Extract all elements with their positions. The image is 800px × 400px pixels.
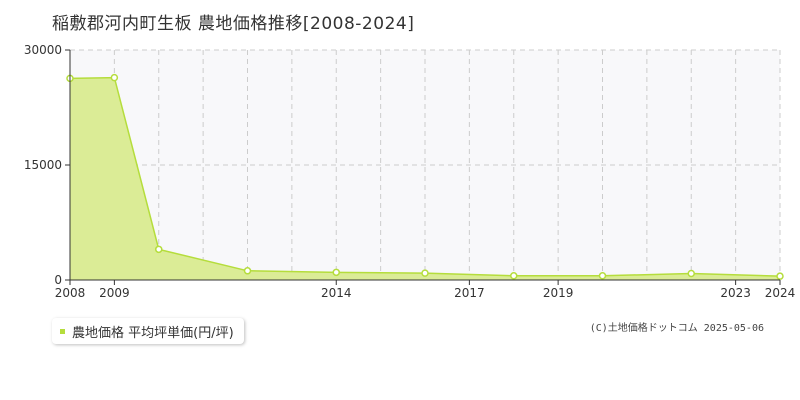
data-point-2016 [421,269,429,277]
data-point-2014 [332,268,340,277]
data-point-2022 [687,269,695,278]
data-point-2012 [243,267,252,275]
x-tick-label-2024: 2024 [765,286,796,300]
legend: 農地価格 平均坪単価(円/坪) [52,318,244,344]
x-tick-label-2014: 2014 [321,286,352,300]
y-tick-label-0: 0 [54,273,62,287]
credit-text: (C)土地価格ドットコム 2025-05-06 [589,323,764,334]
data-point-2018 [510,272,518,280]
chart-title: 稲敷郡河内町生板 農地価格推移[2008-2024] [52,14,415,34]
x-tick-label-2009: 2009 [99,286,130,300]
data-point-2024 [776,272,784,280]
y-tick-label-15000: 15000 [24,158,62,172]
x-tick-label-2019: 2019 [543,286,574,300]
x-tick-label-2008: 2008 [55,286,86,300]
x-axis-ticks: 2008 2009 2014 2017 2019 2023 2024 [55,280,796,300]
x-tick-label-2017: 2017 [454,286,485,300]
legend-swatch [60,328,65,334]
y-tick-label-30000: 30000 [24,43,62,57]
series-area [69,76,781,280]
series-points [66,73,784,280]
series-line [69,76,781,277]
data-point-2010 [155,245,163,254]
series-area-fill [70,77,780,280]
legend-label: 農地価格 平均坪単価(円/坪) [72,325,234,341]
data-point-2020 [598,272,607,280]
data-point-2009 [110,73,119,82]
y-axis-ticks: 0 15000 30000 [24,43,70,287]
x-tick-label-2023: 2023 [720,286,751,300]
